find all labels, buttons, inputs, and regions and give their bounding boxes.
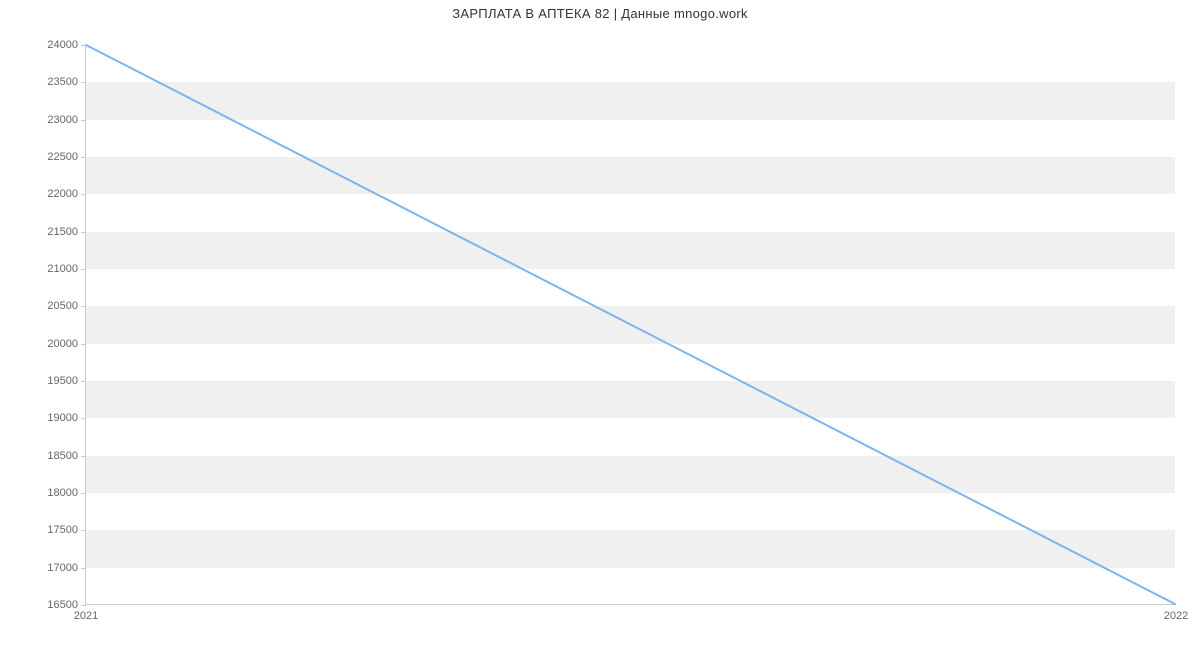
y-tick-mark: [81, 493, 86, 494]
y-tick-mark: [81, 306, 86, 307]
salary-line-chart: ЗАРПЛАТА В АПТЕКА 82 | Данные mnogo.work…: [0, 0, 1200, 650]
y-tick-label: 18500: [47, 450, 78, 462]
y-tick-label: 24000: [47, 39, 78, 51]
y-tick-mark: [81, 568, 86, 569]
y-tick-mark: [81, 456, 86, 457]
plot-area: 1650017000175001800018500190001950020000…: [85, 45, 1175, 605]
y-tick-mark: [81, 605, 86, 606]
y-tick-label: 19500: [47, 375, 78, 387]
y-tick-mark: [81, 530, 86, 531]
y-tick-mark: [81, 269, 86, 270]
y-tick-label: 21000: [47, 263, 78, 275]
y-tick-label: 23500: [47, 76, 78, 88]
y-tick-label: 20000: [47, 338, 78, 350]
y-tick-mark: [81, 232, 86, 233]
y-tick-mark: [81, 82, 86, 83]
y-tick-mark: [81, 157, 86, 158]
line-series: [86, 45, 1175, 604]
y-tick-mark: [81, 381, 86, 382]
y-tick-label: 20500: [47, 300, 78, 312]
y-tick-mark: [81, 344, 86, 345]
y-tick-label: 23000: [47, 114, 78, 126]
y-tick-mark: [81, 45, 86, 46]
y-tick-label: 22000: [47, 188, 78, 200]
y-tick-mark: [81, 120, 86, 121]
y-tick-mark: [81, 418, 86, 419]
y-tick-label: 19000: [47, 412, 78, 424]
series-line: [86, 45, 1175, 604]
chart-title: ЗАРПЛАТА В АПТЕКА 82 | Данные mnogo.work: [0, 6, 1200, 21]
y-tick-label: 18000: [47, 487, 78, 499]
y-tick-label: 22500: [47, 151, 78, 163]
x-tick-label: 2022: [1164, 610, 1188, 622]
y-tick-mark: [81, 194, 86, 195]
y-tick-label: 17000: [47, 562, 78, 574]
y-tick-label: 17500: [47, 524, 78, 536]
y-tick-label: 21500: [47, 226, 78, 238]
x-tick-label: 2021: [74, 610, 98, 622]
